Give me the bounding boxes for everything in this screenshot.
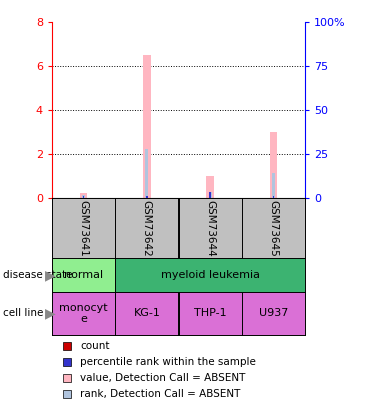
- Text: myeloid leukemia: myeloid leukemia: [161, 270, 260, 280]
- Bar: [273, 197, 274, 198]
- Text: ▶: ▶: [45, 268, 55, 282]
- Bar: [270, 132, 277, 198]
- Bar: [83, 196, 84, 198]
- Text: THP-1: THP-1: [194, 309, 226, 318]
- Text: disease state: disease state: [3, 270, 73, 280]
- Text: U937: U937: [259, 309, 288, 318]
- Bar: [209, 192, 211, 198]
- Text: GSM73645: GSM73645: [268, 200, 278, 256]
- Bar: [206, 176, 214, 198]
- Bar: [145, 149, 148, 198]
- Bar: [146, 196, 148, 198]
- Bar: [272, 173, 275, 198]
- Text: normal: normal: [64, 270, 103, 280]
- Bar: [80, 192, 87, 198]
- Text: monocyt
e: monocyt e: [59, 303, 108, 324]
- Bar: [146, 197, 148, 198]
- Bar: [273, 196, 274, 198]
- Text: GSM73641: GSM73641: [79, 200, 89, 256]
- Bar: [209, 197, 211, 198]
- Text: cell line: cell line: [3, 309, 43, 318]
- Bar: [82, 195, 85, 198]
- Text: percentile rank within the sample: percentile rank within the sample: [80, 357, 256, 367]
- Text: rank, Detection Call = ABSENT: rank, Detection Call = ABSENT: [80, 389, 240, 399]
- Bar: [143, 55, 151, 198]
- Text: value, Detection Call = ABSENT: value, Detection Call = ABSENT: [80, 373, 245, 383]
- Text: KG-1: KG-1: [134, 309, 160, 318]
- Bar: [83, 197, 84, 198]
- Text: ▶: ▶: [45, 307, 55, 320]
- Text: count: count: [80, 341, 110, 351]
- Bar: [209, 192, 212, 198]
- Text: GSM73642: GSM73642: [142, 200, 152, 256]
- Text: GSM73644: GSM73644: [205, 200, 215, 256]
